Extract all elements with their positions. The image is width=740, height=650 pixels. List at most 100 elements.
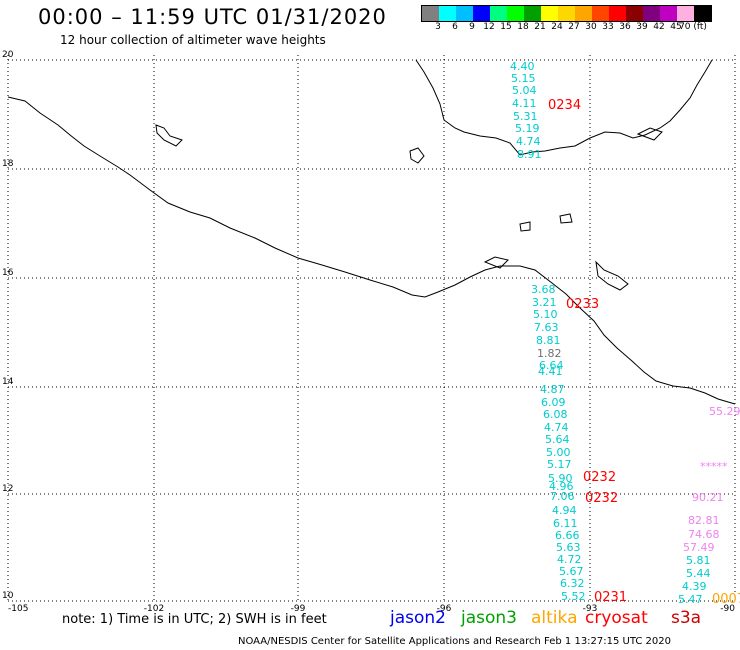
map-title: 00:00 – 11:59 UTC 01/31/2020: [38, 5, 387, 29]
color-scale-label: 70 (ft): [679, 22, 707, 32]
wave-height-point: 4.39: [682, 580, 707, 593]
wave-height-point: 5.81: [686, 554, 711, 567]
wave-height-point: *****: [700, 460, 728, 473]
latitude-label: 16: [2, 268, 14, 278]
color-scale-label: 9: [469, 22, 475, 32]
wave-height-point: 7.63: [534, 321, 559, 334]
wave-height-point: 5.90: [548, 472, 573, 485]
legend-jason3: jason3: [461, 608, 517, 628]
color-swatch: [524, 6, 541, 21]
wave-height-point: 6.09: [541, 396, 566, 409]
longitude-label: -93: [583, 604, 598, 614]
wave-height-point: 5.15: [511, 72, 536, 85]
mexico-coastline: [7, 96, 736, 405]
wave-height-point: 4.74: [516, 135, 541, 148]
color-swatch: [456, 6, 473, 21]
wave-height-point: 4.96: [549, 480, 574, 493]
color-swatch: [626, 6, 643, 21]
wave-height-point: 5.47: [678, 593, 703, 606]
wave-height-point: 5.19: [515, 122, 540, 135]
color-scale-label: 39: [636, 22, 648, 32]
wave-height-point: 5.64: [545, 433, 570, 446]
map-subtitle: 12 hour collection of altimeter wave hei…: [60, 33, 326, 47]
island-shape: [595, 260, 629, 291]
wave-height-point: 90.21: [692, 491, 724, 504]
wave-height-point: 8.91: [517, 148, 542, 161]
color-swatch: [541, 6, 558, 21]
color-swatch: [507, 6, 524, 21]
bay-of-campeche-coastline: [415, 59, 713, 156]
wave-height-point: 6.66: [555, 529, 580, 542]
legend-cryosat: cryosat: [585, 608, 648, 628]
latitude-label: 12: [2, 484, 13, 494]
wave-height-point: 5.31: [513, 110, 538, 123]
legend-jason2: jason2: [390, 608, 446, 628]
wave-height-point: 4.87: [540, 383, 565, 396]
wave-height-point: 74.68: [688, 528, 720, 541]
color-scale-label: 33: [602, 22, 614, 32]
wave-height-point: 4.41: [538, 365, 563, 378]
lat-lon-grid: [7, 55, 736, 602]
color-scale-label: 36: [619, 22, 631, 32]
wave-height-point: 1.82: [537, 347, 562, 360]
color-scale-label: 27: [568, 22, 580, 32]
wave-height-point: 82.81: [688, 514, 720, 527]
longitude-label: -102: [144, 604, 164, 614]
wave-height-point: 8.81: [536, 334, 561, 347]
wave-height-point: 4.74: [544, 421, 569, 434]
wave-height-point: 4.40: [510, 60, 535, 73]
color-swatch: [592, 6, 609, 21]
color-scale-label: 12: [483, 22, 495, 32]
footer-credit: NOAA/NESDIS Center for Satellite Applica…: [238, 636, 671, 647]
color-scale-bar: [421, 5, 712, 22]
wave-height-point: 4.94: [552, 504, 577, 517]
color-scale-label: 6: [452, 22, 458, 32]
pass-time-label: 0007: [712, 592, 740, 607]
color-swatch: [473, 6, 490, 21]
longitude-label: -90: [720, 604, 735, 614]
latitude-label: 14: [2, 377, 14, 387]
wave-height-point: 6.32: [560, 577, 585, 590]
wave-height-point: 6.11: [553, 517, 578, 530]
color-swatch: [490, 6, 507, 21]
wave-height-point: 5.63: [556, 541, 581, 554]
pass-time-label: 0231: [594, 590, 627, 605]
wave-height-point: 5.00: [546, 446, 571, 459]
color-scale-label: 30: [585, 22, 597, 32]
wave-height-point: 5.10: [533, 308, 558, 321]
wave-height-point: 6.08: [543, 408, 568, 421]
latitude-label: 20: [2, 50, 14, 60]
island-shape: [636, 127, 663, 141]
color-scale-label: 24: [551, 22, 563, 32]
wave-height-point: 5.04: [512, 84, 537, 97]
longitude-label: -96: [437, 604, 452, 614]
wave-height-point: 4.72: [557, 553, 582, 566]
axis-labels: -105 -102 -99 -96 -93 -90 20 18 16 14 12 10: [2, 50, 735, 614]
pass-time-label: 0233: [566, 297, 599, 312]
wave-height-point: 3.21: [532, 296, 557, 309]
latitude-label: 10: [2, 591, 14, 601]
wave-height-point: 3.68: [531, 283, 556, 296]
color-swatch: [609, 6, 626, 21]
color-swatch: [422, 6, 439, 21]
wave-height-point: 4.11: [512, 97, 537, 110]
island-shape: [409, 147, 425, 164]
wave-height-point: 55.29: [709, 405, 740, 418]
color-swatch: [575, 6, 592, 21]
color-scale-label: 42: [653, 22, 665, 32]
footer-note: note: 1) Time is in UTC; 2) SWH is in fe…: [62, 612, 327, 627]
color-scale-label: 45: [670, 22, 682, 32]
island-shape: [155, 124, 183, 147]
pass-time-label: 0232: [585, 491, 618, 506]
legend-altika: altika: [531, 608, 578, 628]
color-swatch: [677, 6, 694, 21]
color-swatch: [439, 6, 456, 21]
color-swatch: [660, 6, 677, 21]
color-scale-label: 18: [517, 22, 529, 32]
wave-height-point: 5.52: [561, 590, 586, 603]
wave-height-point: 5.44: [686, 567, 711, 580]
color-swatch: [643, 6, 660, 21]
latitude-label: 18: [2, 159, 14, 169]
island-shape: [519, 221, 531, 232]
color-scale-label: 3: [435, 22, 441, 32]
